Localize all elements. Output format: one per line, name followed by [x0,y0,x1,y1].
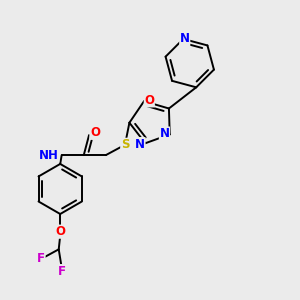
Text: NH: NH [39,148,59,162]
Text: F: F [37,252,45,265]
Text: S: S [121,138,129,151]
Text: N: N [159,127,170,140]
Text: F: F [58,265,66,278]
Text: O: O [90,126,100,139]
Text: O: O [55,225,65,238]
Text: N: N [135,138,145,151]
Text: O: O [144,94,154,107]
Text: N: N [180,32,190,46]
